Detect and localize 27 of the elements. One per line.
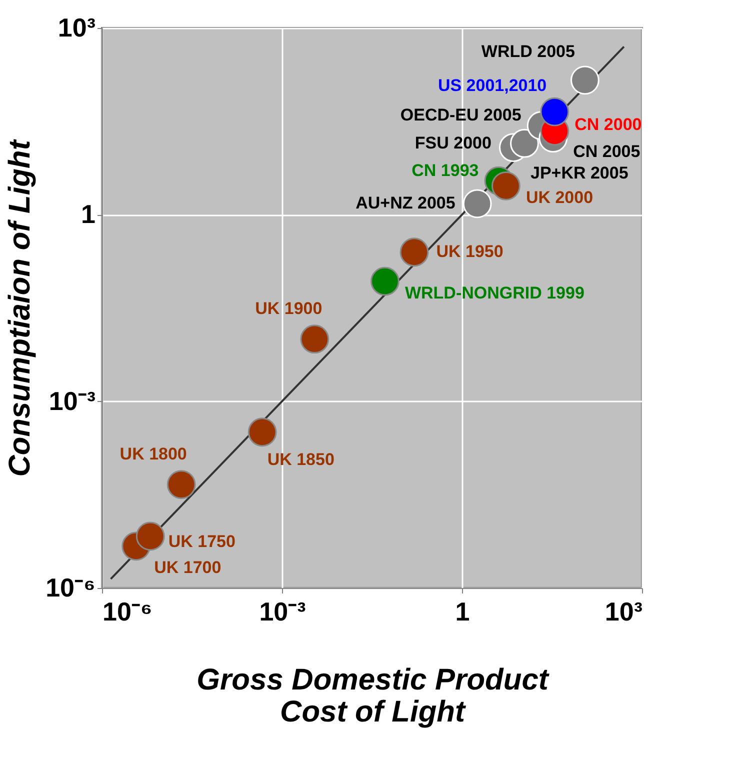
- series-label: UK 1850: [267, 450, 334, 470]
- series-label: WRLD 2005: [481, 42, 575, 62]
- series-label: FSU 2000: [414, 134, 492, 153]
- series-label: UK 1700: [154, 558, 222, 578]
- series-label: CN 2005: [573, 142, 640, 162]
- y-axis-title: Consumptiaion of Light: [4, 138, 37, 477]
- series-label: CN 2000: [574, 115, 642, 134]
- x-tick-label: 10³: [604, 596, 643, 626]
- series-label: OECD-EU 2005: [400, 106, 522, 125]
- series-label: WRLD-NONGRID 1999: [404, 283, 584, 302]
- series-label: UK 1950: [436, 242, 504, 262]
- series-label: UK 1800: [120, 444, 187, 464]
- series-label: UK 2000: [526, 188, 594, 207]
- series-label: UK 1750: [168, 532, 236, 552]
- y-tick-label: 1: [81, 199, 96, 230]
- y-tick-label: 10³: [58, 12, 96, 42]
- series-label: JP+KR 2005: [530, 163, 628, 182]
- x-axis-title: Gross Domestic Product Cost of Light: [196, 664, 550, 728]
- x-tick-label: 1: [455, 596, 470, 626]
- x-tick-label: 10⁻³: [259, 596, 306, 626]
- series-label: AU+NZ 2005: [356, 194, 456, 213]
- y-tick-label: 10⁻³: [48, 386, 96, 416]
- x-tick-label: 10⁻⁶: [102, 596, 152, 626]
- series-label: UK 1900: [255, 299, 322, 318]
- y-tick-label: 10⁻⁶: [46, 572, 96, 602]
- series-label: CN 1993: [412, 160, 479, 180]
- series-label: US 2001,2010: [438, 76, 547, 95]
